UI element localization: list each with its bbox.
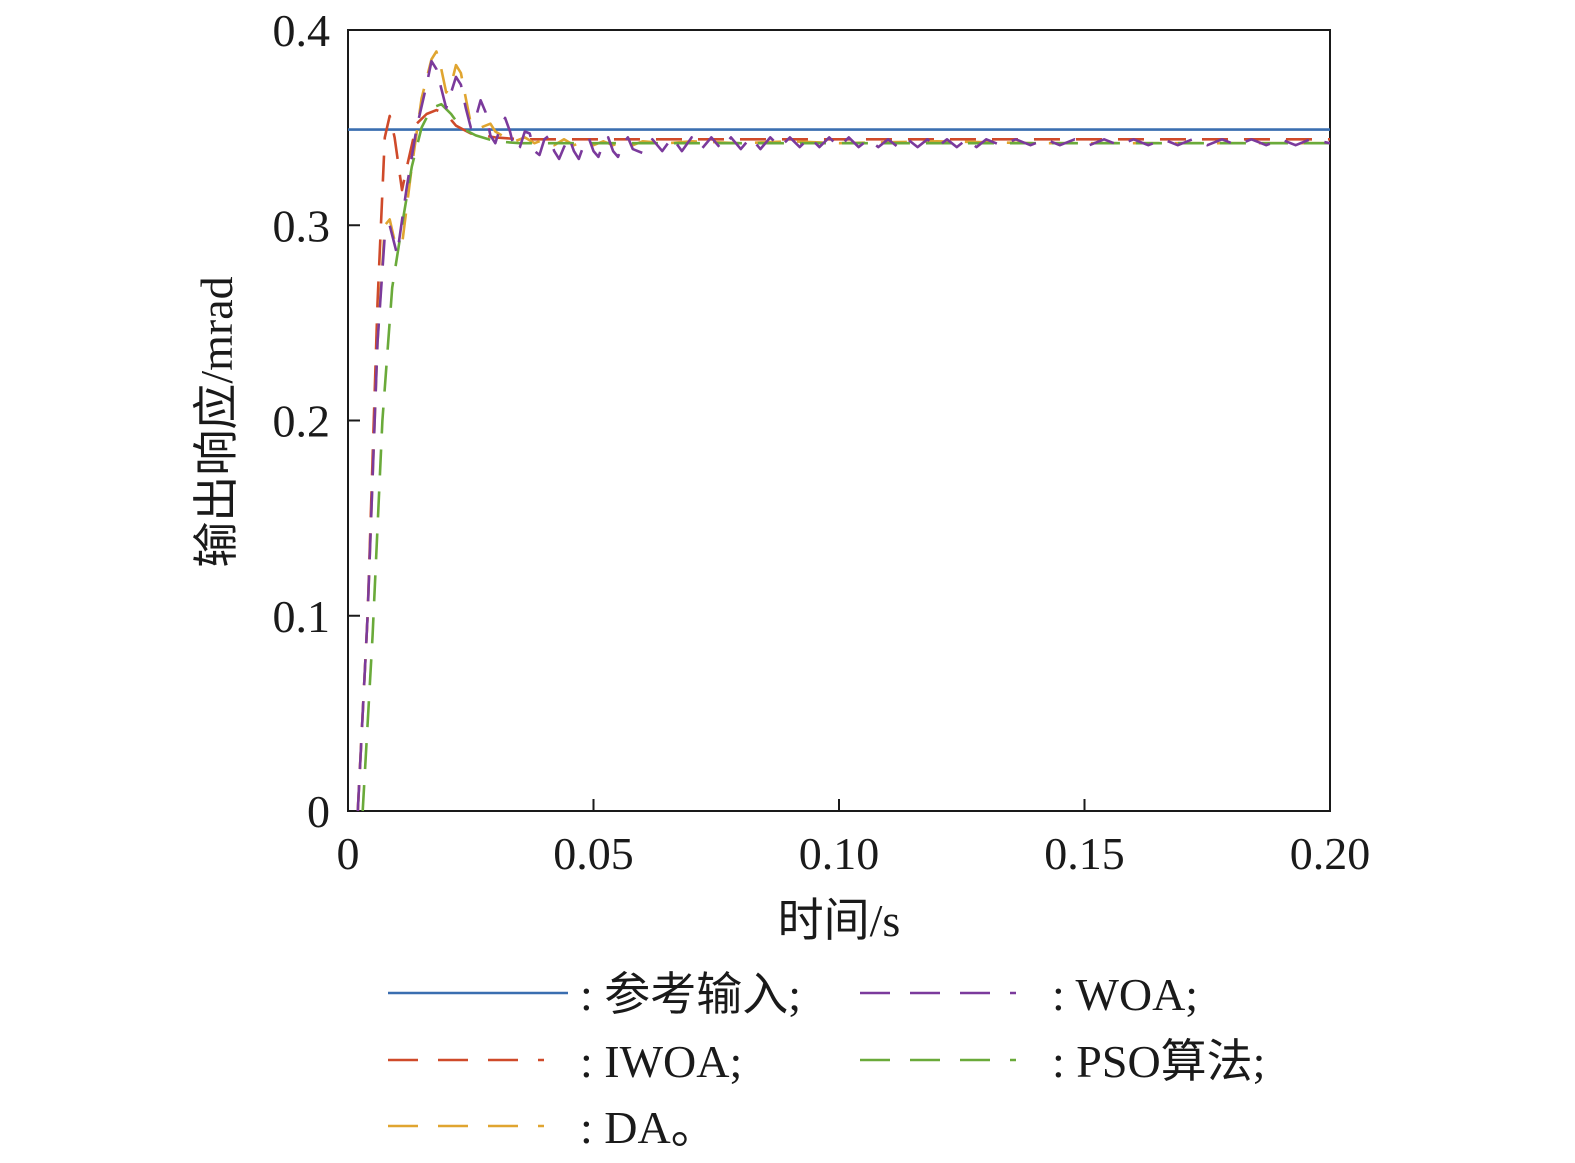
- series-line-WOA: [356, 59, 1330, 811]
- x-axis-title: 时间/s: [778, 895, 901, 946]
- legend-item: : 参考输入;: [388, 969, 801, 1020]
- series-line-IWOA: [356, 108, 1330, 811]
- plot-frame: [347, 29, 1331, 812]
- series-layer: [348, 50, 1330, 811]
- legend-item: : PSO算法;: [860, 1036, 1265, 1087]
- legend-label: : 参考输入;: [580, 969, 801, 1020]
- y-tick-label: 0.2: [273, 396, 331, 447]
- x-tick-label: 0.20: [1290, 828, 1371, 879]
- y-tick-label: 0.3: [273, 200, 331, 251]
- y-axis-title: 输出响应/mrad: [191, 276, 242, 567]
- x-axis: 0 0.05 0.10 0.15 0.20: [337, 799, 1371, 879]
- y-tick-label: 0.4: [273, 5, 331, 56]
- legend-item: : WOA;: [860, 969, 1198, 1020]
- y-tick-label: 0.1: [273, 591, 331, 642]
- x-tick-label: 0.10: [799, 828, 880, 879]
- x-tick-label: 0.05: [553, 828, 634, 879]
- legend: : 参考输入; : WOA; : IWOA; : PSO算法; : DA。: [388, 969, 1265, 1153]
- legend-label: : IWOA;: [580, 1036, 742, 1087]
- x-tick-label: 0.15: [1044, 828, 1125, 879]
- y-tick-label: 0: [307, 786, 330, 837]
- legend-item: : IWOA;: [388, 1036, 742, 1087]
- legend-label: : DA。: [580, 1102, 717, 1153]
- x-tick-label: 0: [337, 828, 360, 879]
- legend-label: : PSO算法;: [1052, 1036, 1265, 1087]
- y-axis: 0 0.1 0.2 0.3 0.4: [273, 5, 360, 837]
- legend-item: : DA。: [388, 1102, 717, 1153]
- series-line-PSO算法: [361, 102, 1330, 811]
- legend-label: : WOA;: [1052, 969, 1198, 1020]
